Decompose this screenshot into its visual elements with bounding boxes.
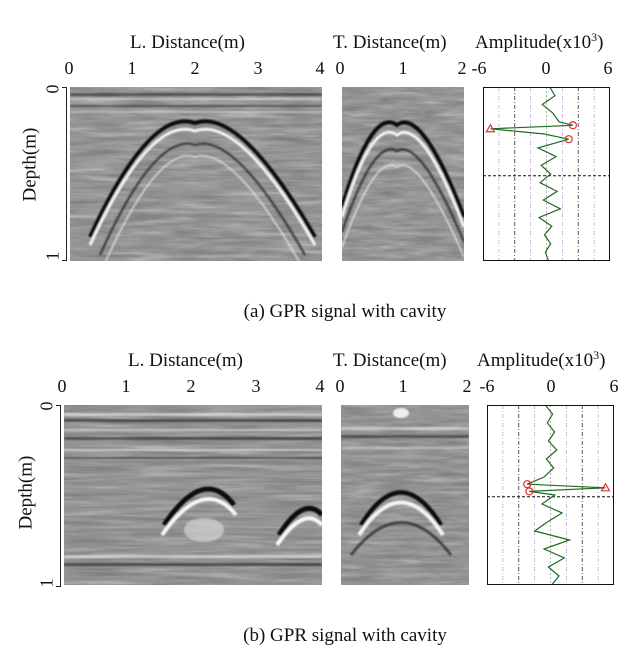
long-xlabel-a: L. Distance(m) [130, 32, 246, 53]
trans-radargram-a-svg [342, 87, 464, 261]
amplitude-trace [490, 87, 574, 261]
depth-tick-b-0: 0 [36, 401, 57, 411]
hyperbola-a-trans [342, 120, 464, 258]
amp-xlabel-b-close: ) [599, 350, 606, 371]
trans-tick-b-1: 1 [398, 376, 408, 396]
depth-axis-b-tick-bottom [56, 586, 61, 587]
caption-a: (a) GPR signal with cavity [243, 301, 447, 322]
trans-radargram-b-svg [341, 405, 469, 585]
depth-axis-a-tick-top [62, 87, 67, 88]
depth-tick-a-0: 0 [42, 84, 63, 94]
ylabel-a: Depth(m) [19, 127, 41, 202]
trans-tick-b-0: 0 [335, 376, 345, 396]
trans-xlabel-b: T. Distance(m) [333, 350, 447, 371]
long-tick-a-0: 0 [64, 58, 74, 78]
circle-marker [564, 135, 573, 144]
circle-marker [525, 487, 534, 496]
trans-radargram-a [342, 87, 464, 261]
trans-tick-b-2: 2 [462, 376, 472, 396]
long-tick-b-2: 2 [186, 376, 196, 396]
circle-marker [568, 121, 578, 130]
amp-frame [483, 87, 610, 261]
amp-tick-b-0: -6 [479, 376, 495, 396]
amp-tick-a-1: 0 [541, 58, 551, 78]
amp-tick-a-2: 6 [603, 58, 613, 78]
amp-frame [487, 405, 614, 585]
depth-axis-b-tick-top [56, 405, 61, 406]
hyperbola-a [88, 119, 317, 261]
amp-tick-b-2: 6 [609, 376, 619, 396]
trans-radargram-b [341, 405, 469, 585]
hyperbola-b-2 [275, 505, 322, 547]
depth-tick-b-1: 1 [36, 578, 57, 588]
amp-xlabel-b: Amplitude(x103) [477, 348, 606, 371]
trans-tick-a-1: 1 [398, 58, 408, 78]
long-tick-b-1: 1 [121, 376, 131, 396]
radar-bands [64, 413, 322, 566]
hyperbola-b-trans [349, 408, 453, 556]
long-tick-b-3: 3 [251, 376, 261, 396]
triangle-marker [600, 482, 611, 492]
depth-axis-b [60, 405, 61, 587]
long-radargram-a-svg [70, 87, 322, 261]
trans-xlabel-a: T. Distance(m) [333, 32, 447, 53]
long-tick-a-3: 3 [253, 58, 263, 78]
ylabel-b: Depth(m) [15, 455, 37, 530]
radar-bands [341, 427, 469, 449]
long-tick-a-2: 2 [190, 58, 200, 78]
amp-xlabel-a-sup: 3 [591, 30, 598, 44]
hyperbola-b-1 [160, 486, 238, 542]
triangle-marker [485, 123, 496, 133]
long-tick-b-0: 0 [57, 376, 67, 396]
radar-noise [342, 87, 464, 261]
amp-xlabel-a-text: Amplitude(x10 [475, 32, 592, 53]
amp-xlabel-a-close: ) [597, 32, 604, 53]
long-radargram-b-svg [64, 405, 322, 585]
long-radargram-a [70, 87, 322, 261]
trans-tick-a-2: 2 [457, 58, 467, 78]
amp-tick-b-1: 0 [546, 376, 556, 396]
amplitude-trace [526, 405, 606, 585]
long-tick-a-4: 4 [315, 58, 325, 78]
radar-bands [70, 93, 322, 113]
long-tick-b-4: 4 [315, 376, 325, 396]
amp-xlabel-b-sup: 3 [593, 348, 600, 362]
trans-tick-a-0: 0 [335, 58, 345, 78]
amp-plot-b [487, 405, 614, 585]
amp-tick-a-0: -6 [471, 58, 487, 78]
amp-plot-b-svg [487, 405, 614, 585]
depth-axis-a [66, 87, 67, 261]
amp-xlabel-a: Amplitude(x103) [475, 30, 604, 53]
circle-marker [523, 480, 532, 489]
long-xlabel-b: L. Distance(m) [128, 350, 244, 371]
amp-xlabel-b-text: Amplitude(x10 [477, 350, 594, 371]
amp-plot-a-svg [483, 87, 610, 261]
long-radargram-b [64, 405, 322, 585]
long-tick-a-1: 1 [127, 58, 137, 78]
caption-b: (b) GPR signal with cavity [243, 625, 447, 646]
depth-axis-a-tick-bottom [62, 260, 67, 261]
depth-tick-a-1: 1 [42, 251, 63, 261]
amp-plot-a [483, 87, 610, 261]
